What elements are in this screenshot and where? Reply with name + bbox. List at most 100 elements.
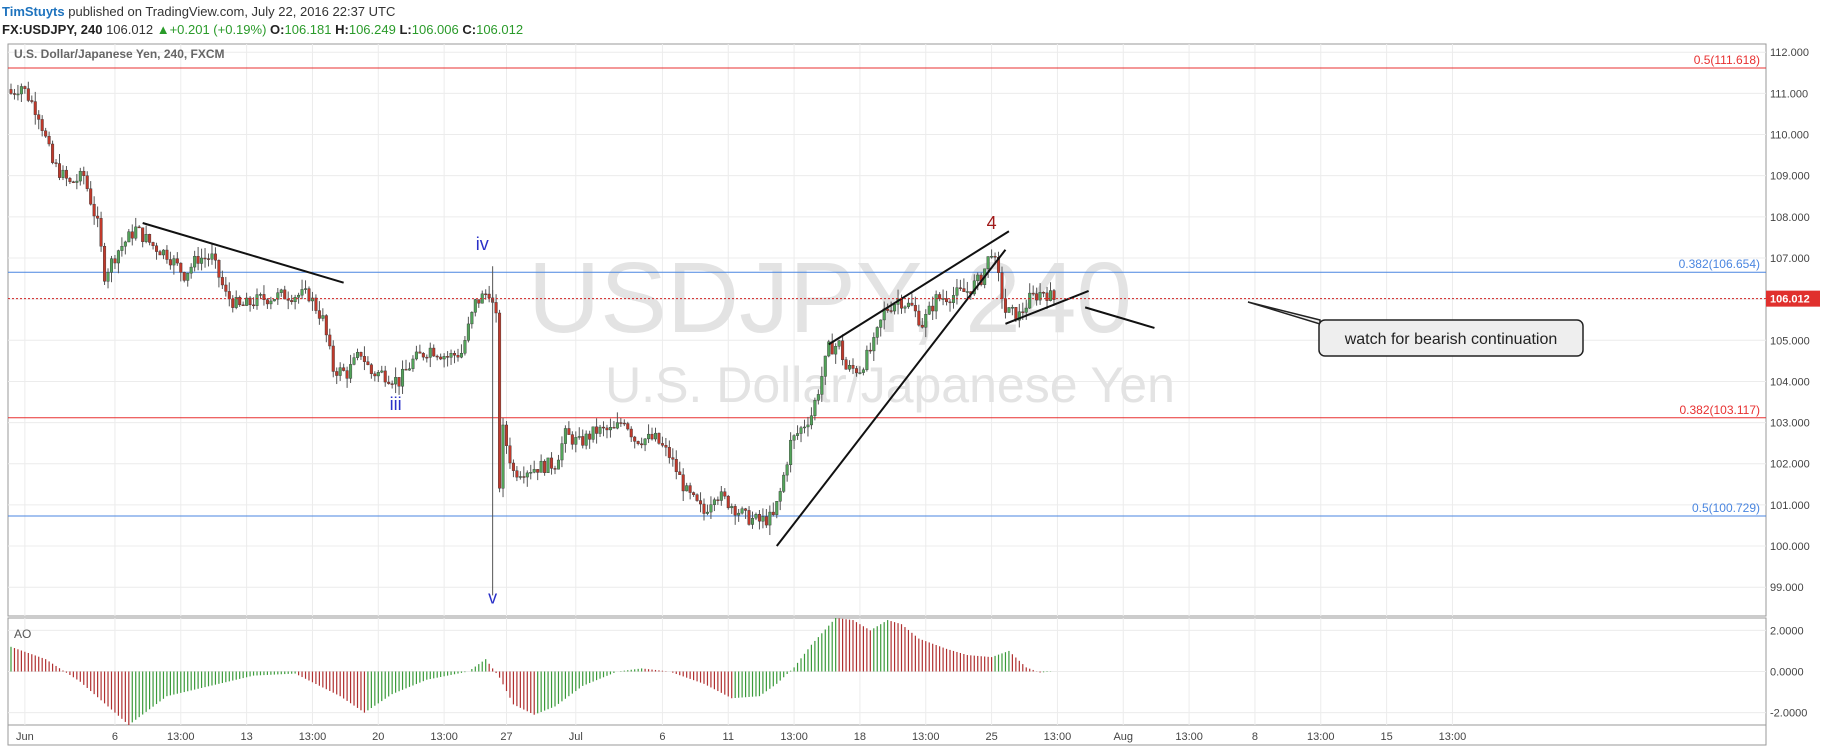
candle-body: [948, 301, 952, 304]
candle-body: [352, 357, 356, 365]
candle-body: [248, 297, 252, 306]
chart-canvas[interactable]: USDJPY, 240 U.S. Dollar/Japanese Yen 0.5…: [0, 42, 1824, 747]
candle-body: [213, 253, 217, 261]
candle-body: [588, 433, 592, 440]
candle-body: [823, 355, 827, 377]
candle-body: [473, 299, 477, 313]
candle-body: [647, 433, 651, 440]
candle-body: [335, 371, 339, 376]
candle-body: [744, 508, 748, 511]
candle-body: [532, 469, 536, 473]
candle-body: [581, 436, 585, 446]
candle-body: [504, 424, 508, 446]
author-link[interactable]: TimStuyts: [2, 4, 65, 19]
candle-body: [1042, 292, 1046, 294]
candle-body: [678, 471, 682, 475]
candle-body: [709, 504, 713, 513]
high-value: 106.249: [348, 22, 396, 37]
x-tick-label: 27: [500, 731, 512, 743]
price-axis[interactable]: 112.000 111.000 110.000 109.000 108.000 107.0…: [1770, 47, 1810, 594]
trend-line[interactable]: [828, 230, 1010, 346]
callout-box[interactable]: [1318, 319, 1584, 357]
candle-body: [584, 433, 588, 446]
candle-body: [373, 373, 377, 377]
x-tick-label: 13:00: [1044, 731, 1072, 743]
candle-body: [161, 249, 165, 256]
candle-body: [487, 293, 491, 299]
candle-body: [189, 266, 193, 274]
candle-body: [664, 445, 668, 448]
publish-info: TimStuyts published on TradingView.com, …: [2, 4, 395, 19]
candle-body: [508, 445, 512, 464]
x-tick-label: 18: [854, 731, 866, 743]
candle-body: [962, 288, 966, 293]
candle-body: [279, 289, 283, 293]
candle-body: [650, 433, 654, 440]
y-tick-label: 110.000: [1770, 130, 1809, 142]
candle-body: [851, 365, 855, 369]
x-tick-label: 6: [659, 731, 665, 743]
symbol-label: FX:USDJPY, 240: [2, 22, 103, 37]
candle-body: [834, 346, 838, 355]
candle-body: [19, 86, 23, 95]
candle-body: [16, 93, 20, 96]
y-tick-label: 101.000: [1770, 500, 1810, 512]
candle-body: [629, 428, 633, 438]
candle-body: [89, 188, 93, 205]
candle-body: [33, 101, 37, 115]
candle-body: [816, 394, 820, 401]
candle-body: [598, 426, 602, 434]
candle-body: [1024, 307, 1028, 313]
candle-body: [702, 503, 706, 514]
candle-body: [574, 437, 578, 445]
time-axis[interactable]: [7, 724, 1767, 746]
candle-body: [200, 257, 204, 264]
grid: [8, 44, 1766, 616]
candle-body: [453, 353, 457, 356]
candle-body: [397, 377, 401, 387]
open-value: 106.181: [284, 22, 332, 37]
candle-body: [356, 351, 360, 358]
candle-body: [345, 370, 349, 379]
x-tick-label: 20: [372, 731, 384, 743]
trend-line[interactable]: [1084, 306, 1155, 329]
candle-body: [920, 324, 924, 328]
candle-body: [210, 253, 214, 260]
candle-body: [401, 368, 405, 387]
trend-line[interactable]: [142, 222, 344, 284]
candle-body: [411, 358, 415, 369]
x-tick-label: 15: [1380, 731, 1392, 743]
candle-body: [362, 356, 366, 362]
time-axis-labels: Jun 6 13:00 13 13:00 20 13:00 27 Jul 6 11 13:00 18 13…: [16, 731, 1466, 743]
candle-body: [771, 511, 775, 515]
candle-body: [1010, 307, 1014, 309]
candle-body: [265, 299, 269, 305]
wave-label: iv: [476, 234, 489, 254]
candle-body: [394, 377, 398, 385]
candle-body: [58, 163, 62, 178]
candle-body: [941, 298, 945, 300]
candle-body: [175, 258, 179, 264]
ao-tick-label: 2.0000: [1770, 625, 1804, 637]
watermark: USDJPY, 240 U.S. Dollar/Japanese Yen: [528, 242, 1175, 413]
candle-body: [286, 298, 290, 301]
candle-body: [868, 349, 872, 352]
candle-body: [924, 314, 928, 328]
trend-line[interactable]: [775, 249, 1007, 547]
candle-body: [324, 315, 328, 336]
candle-body: [965, 291, 969, 293]
candle-body: [570, 434, 574, 445]
annotation-callout[interactable]: watch for bearish continuation: [1247, 301, 1584, 357]
y-tick-label: 104.000: [1770, 376, 1810, 388]
candle-body: [51, 143, 55, 163]
candle-body: [12, 93, 16, 95]
candle-body: [26, 88, 30, 101]
candle-body: [737, 512, 741, 516]
last-price: 106.012: [106, 22, 154, 37]
y-tick-label: 112.000: [1770, 47, 1809, 59]
candle-body: [359, 351, 363, 357]
level-label: 0.382(106.654): [1679, 257, 1760, 271]
trend-line[interactable]: [1005, 289, 1089, 325]
change-arrow-icon: ▲: [156, 22, 170, 37]
wave-label: 4: [987, 213, 997, 233]
